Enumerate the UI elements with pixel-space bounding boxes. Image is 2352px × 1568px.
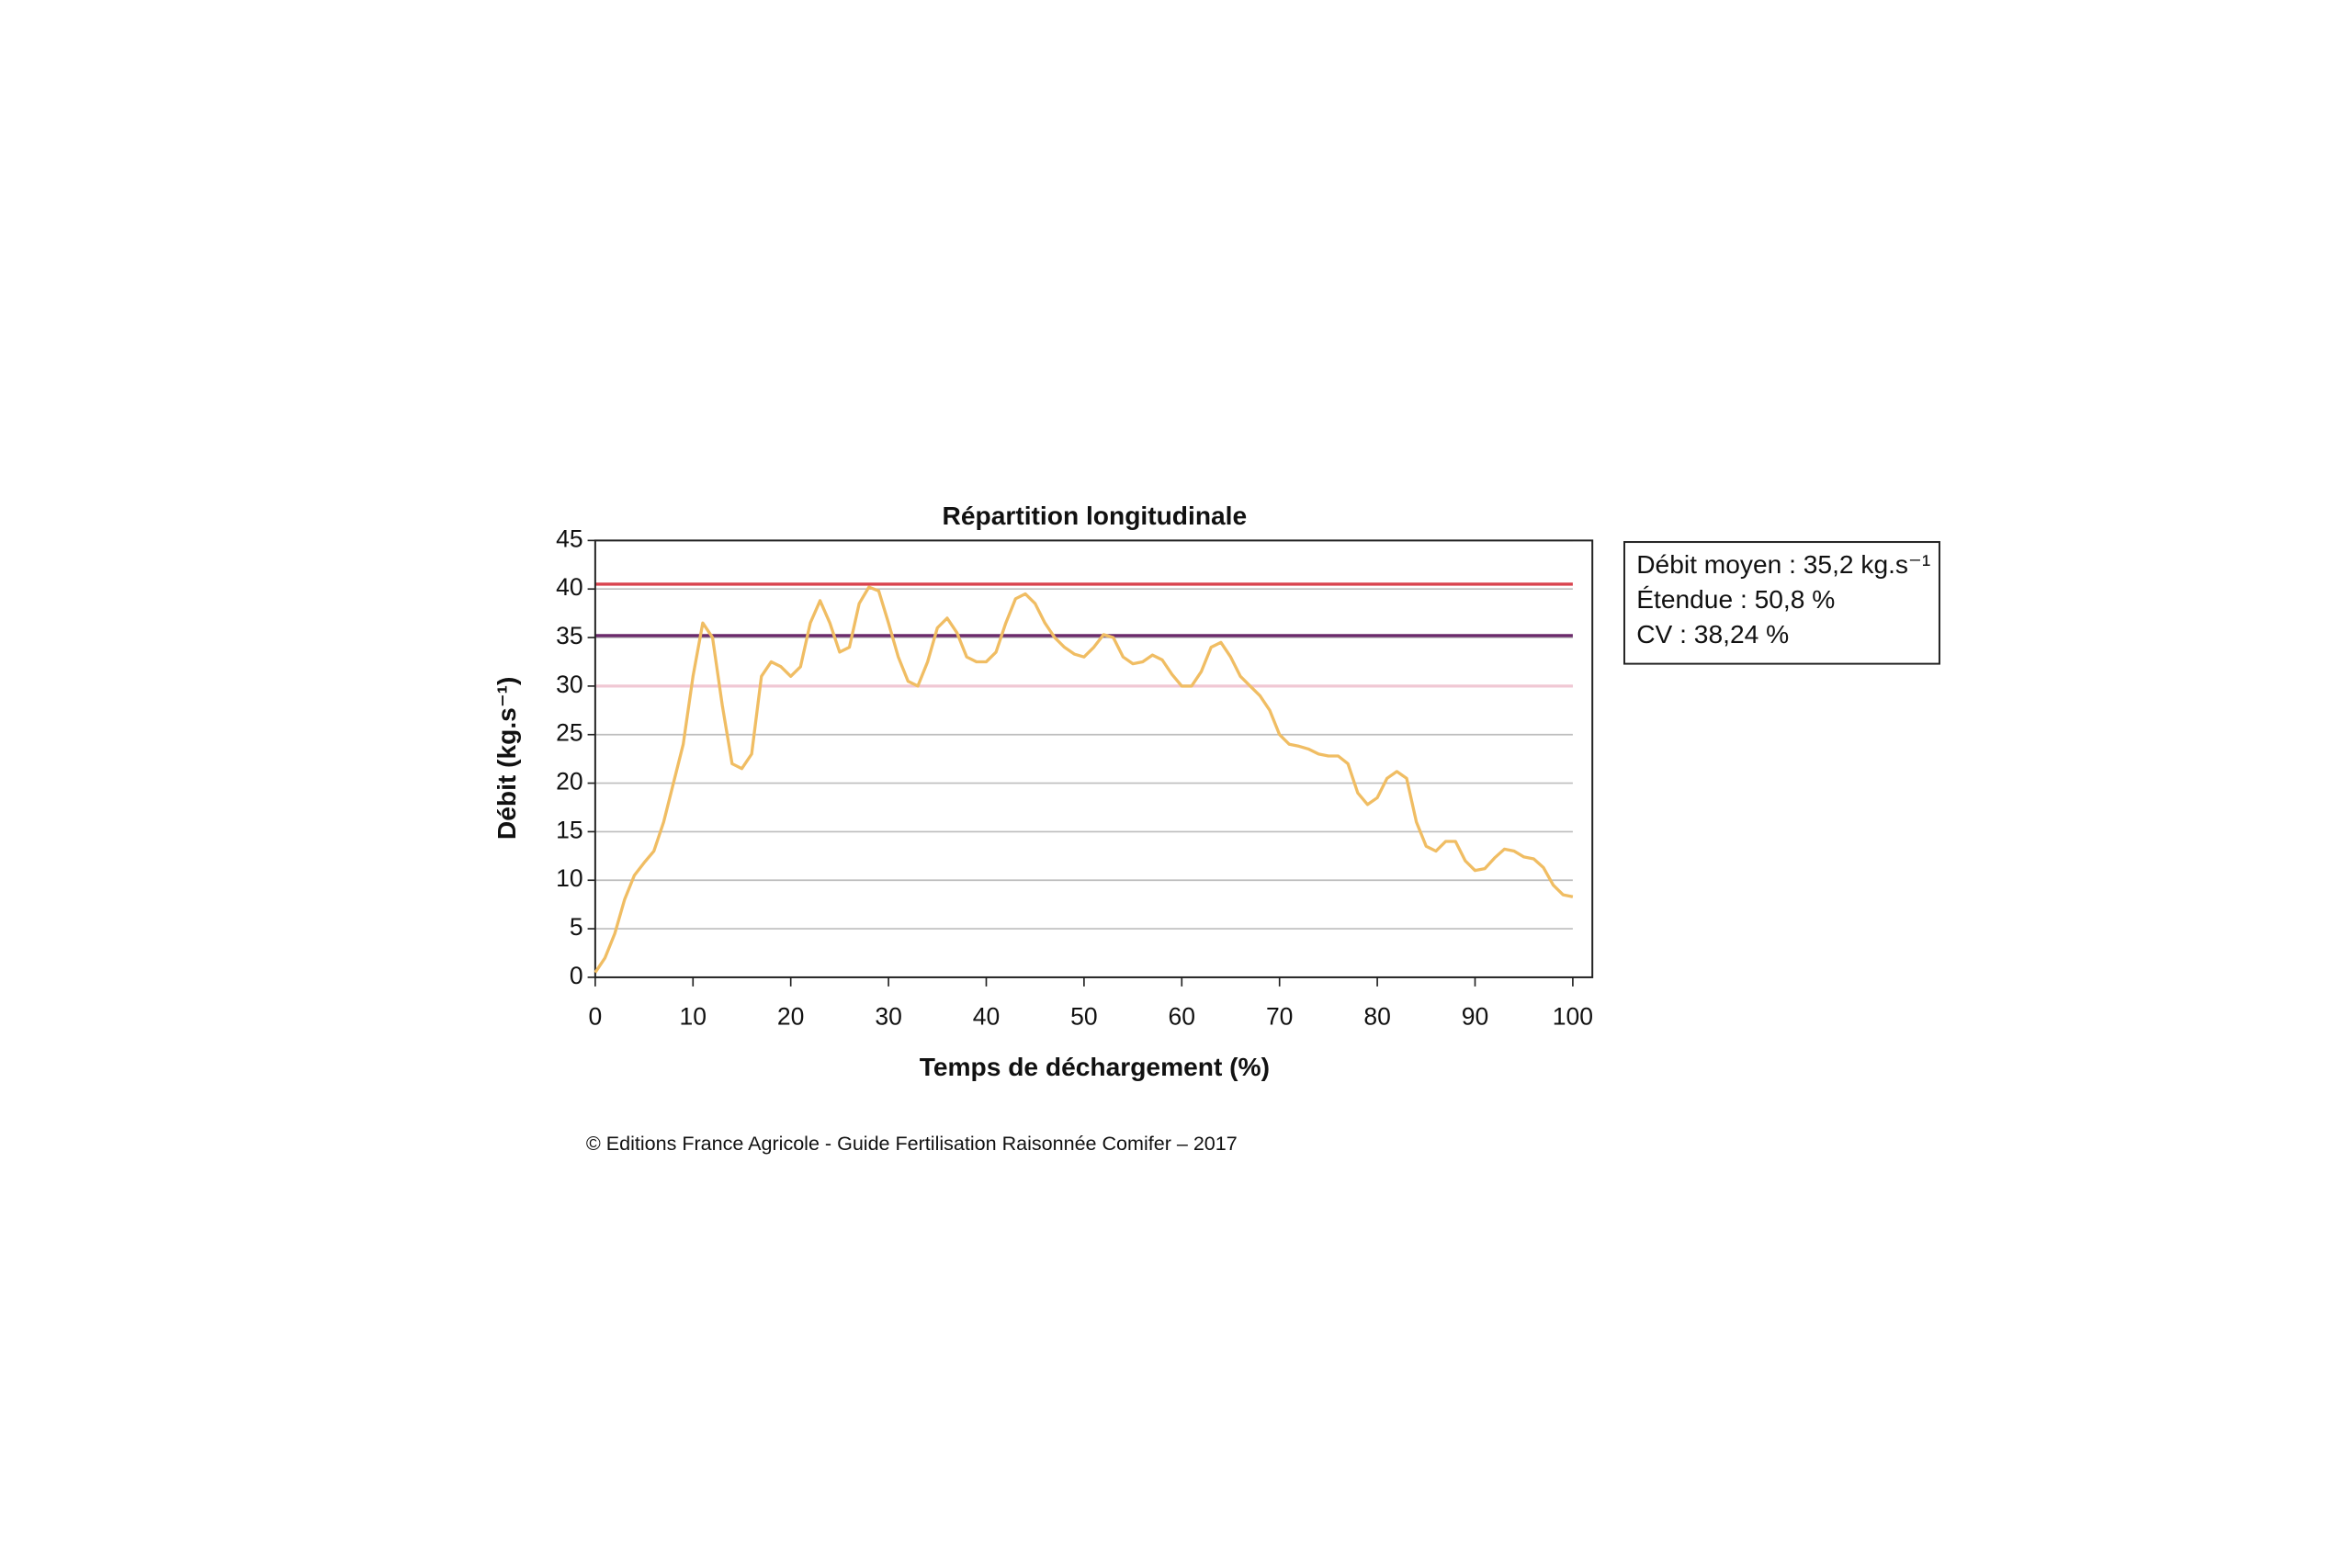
y-tick-label: 35: [556, 622, 582, 649]
annotation: CV : 38,24 %: [1636, 620, 1789, 649]
annotation: Débit moyen : 35,2 kg.s⁻¹: [1636, 550, 1930, 579]
y-tick-label: 15: [556, 816, 582, 843]
y-tick-label: 5: [570, 913, 583, 941]
annotation-box: [1623, 541, 1940, 665]
x-tick-label: 20: [777, 1003, 804, 1031]
y-axis-label: Débit (kg.s⁻¹): [492, 677, 521, 840]
source: © Editions France Agricole - Guide Ferti…: [586, 1133, 1238, 1155]
x-tick-label: 70: [1266, 1003, 1293, 1031]
data-line: [594, 585, 1574, 974]
x-tick-label: 80: [1363, 1003, 1390, 1031]
x-tick-label: 90: [1462, 1003, 1488, 1031]
x-tick-label: 0: [588, 1003, 602, 1031]
y-tick-label: 20: [556, 768, 582, 795]
x-tick-label: 30: [875, 1003, 901, 1031]
y-tick-label: 10: [556, 864, 582, 892]
x-axis-label: Temps de déchargement (%): [920, 1053, 1270, 1081]
y-tick-label: 0: [570, 962, 583, 989]
y-tick-label: 40: [556, 573, 582, 601]
y-tick-label: 30: [556, 671, 582, 698]
x-tick-label: 100: [1553, 1003, 1593, 1031]
plot-frame: [594, 539, 1594, 978]
chart-title: Répartition longitudinale: [943, 502, 1248, 530]
x-tick-label: 10: [680, 1003, 707, 1031]
x-tick-label: 40: [973, 1003, 1000, 1031]
x-tick-label: 50: [1070, 1003, 1097, 1031]
y-tick-label: 25: [556, 719, 582, 747]
x-tick-label: 60: [1169, 1003, 1195, 1031]
y-tick-label: 45: [556, 525, 582, 552]
annotation: Étendue : 50,8 %: [1636, 585, 1835, 614]
